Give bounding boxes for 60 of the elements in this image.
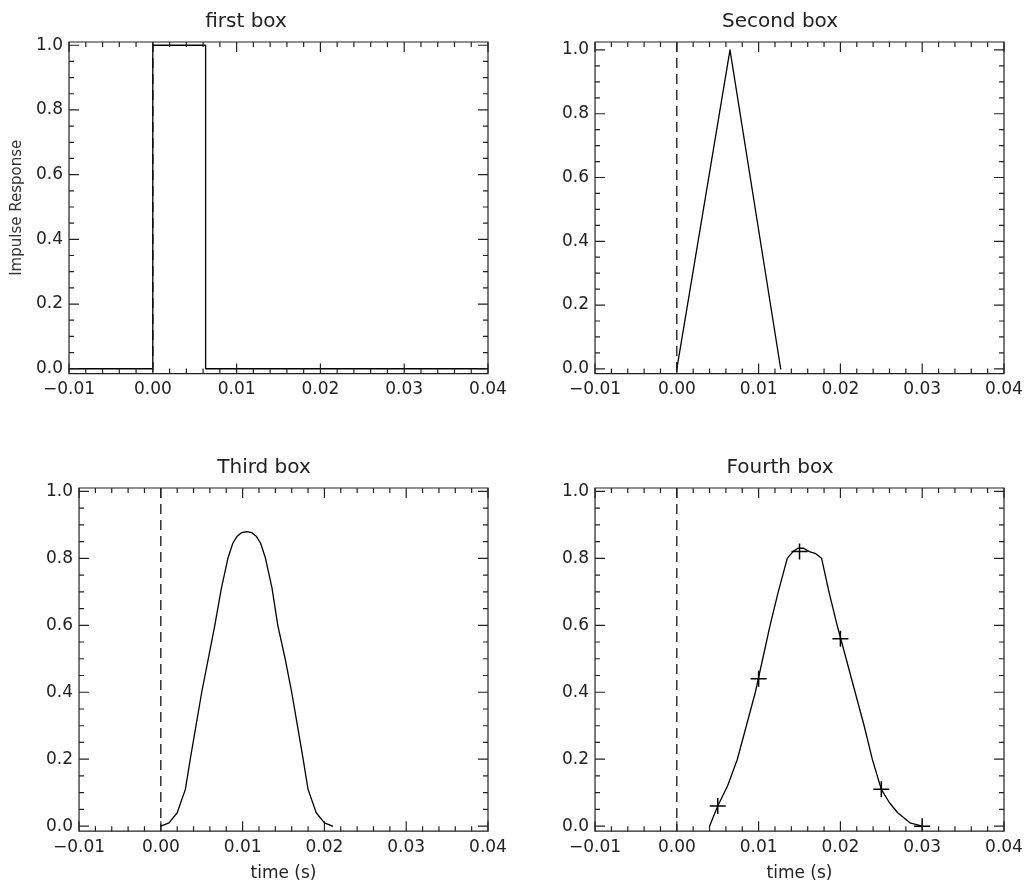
point	[831, 629, 850, 648]
y-tick-label: 0.2	[45, 747, 74, 768]
x-tick-label: 0.02	[821, 378, 860, 399]
point	[708, 797, 727, 815]
y-tick-label: 0.0	[35, 357, 64, 378]
y-tick-label: 0.2	[35, 292, 64, 313]
chart-title: Fourth box	[726, 454, 834, 479]
y-tick-label: 1.0	[45, 479, 74, 500]
chart-title: Third box	[216, 454, 311, 479]
chart-title: first box	[205, 8, 287, 33]
x-tick-label: 0.02	[305, 835, 344, 856]
y-tick-label: 0.6	[561, 613, 590, 634]
x-tick-label: 0.01	[739, 835, 778, 856]
x-tick-label: 0.01	[739, 378, 778, 399]
x-tick-label: 0.04	[985, 378, 1023, 399]
y-tick-label: 0.8	[561, 546, 590, 567]
x-tick-label: 0.04	[469, 835, 507, 856]
x-tick-label: 0.01	[217, 378, 256, 399]
y-tick-label: 0.8	[561, 102, 590, 123]
y-tick-label: 1.0	[561, 38, 590, 59]
chart-title: Second box	[721, 8, 839, 33]
y-axis-title: Impulse Response	[6, 139, 25, 276]
y-tick-label: 0.0	[45, 814, 74, 835]
x-axis-title: time (s)	[250, 862, 317, 883]
y-tick-label: 0.4	[561, 680, 590, 701]
point	[749, 670, 768, 688]
y-tick-label: 1.0	[561, 479, 590, 500]
x-tick-label: 0.00	[133, 378, 172, 399]
x-tick-label: 0.03	[903, 835, 942, 856]
x-tick-label: 0.00	[657, 378, 696, 399]
x-axis-title: time (s)	[766, 862, 833, 883]
x-tick-label: 0.04	[469, 378, 507, 399]
x-tick-label: 0.03	[385, 378, 424, 399]
x-tick-label: 0.00	[141, 835, 180, 856]
y-tick-label: 0.6	[561, 165, 590, 186]
y-tick-label: 1.0	[35, 33, 64, 54]
x-tick-label: −0.01	[42, 378, 96, 399]
y-tick-label: 0.2	[561, 747, 590, 768]
x-tick-label: −0.01	[52, 835, 106, 856]
y-tick-label: 0.4	[45, 680, 74, 701]
y-tick-label: 0.0	[561, 357, 590, 378]
point	[872, 780, 891, 799]
y-tick-label: 0.6	[35, 163, 64, 184]
y-tick-label: 0.0	[561, 814, 590, 835]
x-tick-label: 0.02	[821, 835, 860, 856]
x-tick-label: −0.01	[568, 835, 622, 856]
x-tick-label: 0.01	[223, 835, 262, 856]
x-tick-label: −0.01	[568, 378, 622, 399]
x-tick-label: 0.03	[903, 378, 942, 399]
y-tick-label: 0.2	[561, 293, 590, 314]
x-tick-label: 0.00	[657, 835, 696, 856]
y-tick-label: 0.6	[45, 613, 74, 634]
y-tick-label: 0.8	[35, 98, 64, 119]
x-tick-label: 0.03	[387, 835, 426, 856]
x-tick-label: 0.04	[985, 835, 1023, 856]
y-tick-label: 0.4	[35, 227, 64, 248]
y-tick-label: 0.8	[45, 546, 74, 567]
y-tick-label: 0.4	[561, 229, 590, 250]
point	[913, 817, 931, 832]
x-tick-label: 0.02	[301, 378, 340, 399]
